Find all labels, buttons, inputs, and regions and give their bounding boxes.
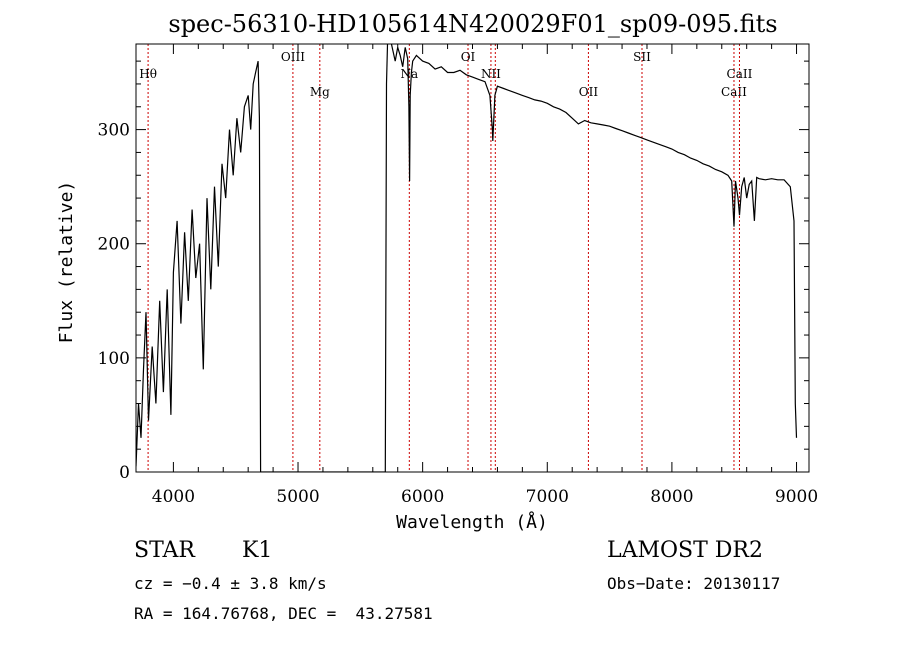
x-tick-label: 8000 [650,487,693,507]
marker-label: CaII [727,67,753,81]
marker-label: Na [400,67,418,81]
marker-label: NII [481,67,501,81]
x-axis-label: Wavelength (Å) [396,511,548,533]
marker-label: OI [461,50,476,64]
x-tick-label: 7000 [526,487,569,507]
x-tick-label: 6000 [401,487,444,507]
spectral-line-markers: Hθ OIII Mg Na OI NII OII SII CaII CaII [139,44,753,472]
x-tick-label: 4000 [152,487,195,507]
object-class: STAR [134,538,195,563]
object-subclass: K1 [242,538,273,563]
y-axis: 0 100 200 300 [98,60,809,483]
y-tick-label: 0 [119,463,130,483]
observation-date: Obs−Date: 20130117 [607,574,781,593]
spectrum-line [136,44,798,472]
x-tick-label: 9000 [775,487,818,507]
marker-label: CaII [721,85,747,99]
y-tick-label: 100 [98,349,130,369]
x-tick-label: 5000 [276,487,319,507]
spectrum-line-group [136,44,798,472]
survey-name: LAMOST DR2 [607,538,763,563]
marker-label: OIII [281,50,305,64]
marker-label: Hθ [139,67,157,81]
y-axis-label: Flux (relative) [56,181,77,344]
y-tick-label: 300 [98,121,130,141]
plot-frame [135,43,810,473]
marker-label: SII [633,50,651,64]
chart-title: spec-56310-HD105614N420029F01_sp09-095.f… [168,10,777,38]
x-axis: 4000 5000 6000 7000 8000 9000 [152,44,818,507]
redshift-velocity: cz = −0.4 ± 3.8 km/s [134,574,327,593]
y-tick-label: 200 [98,235,130,255]
marker-label: OII [579,85,599,99]
coordinates: RA = 164.76768, DEC = 43.27581 [134,604,433,623]
marker-label: Mg [310,85,330,99]
